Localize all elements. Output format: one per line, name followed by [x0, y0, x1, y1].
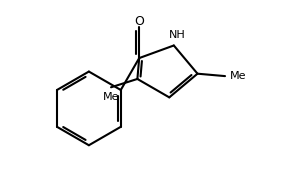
Text: Me: Me [103, 92, 119, 102]
Text: Me: Me [230, 71, 246, 81]
Text: O: O [134, 15, 144, 28]
Text: NH: NH [168, 30, 185, 40]
